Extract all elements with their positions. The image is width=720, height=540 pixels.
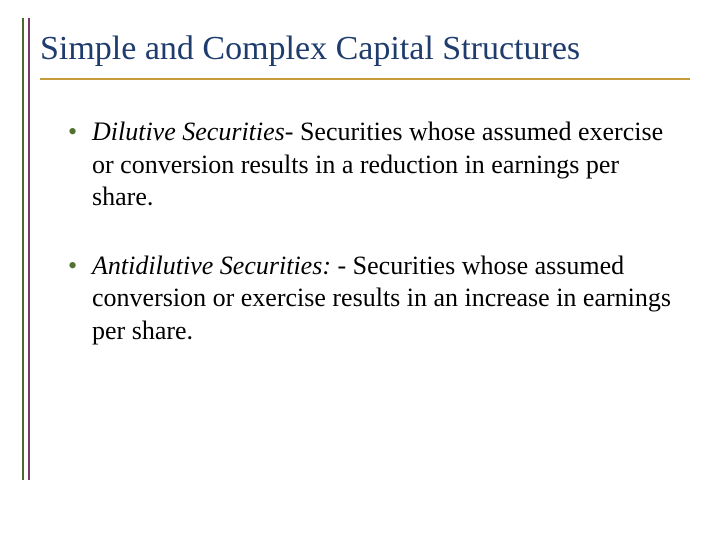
sep: - — [285, 117, 300, 146]
bullet-list: Dilutive Securities- Securities whose as… — [50, 116, 680, 347]
title-underline — [40, 78, 690, 80]
term: Dilutive Securities — [92, 117, 285, 146]
list-item: Antidilutive Securities: - Securities wh… — [68, 250, 680, 348]
slide-body: Simple and Complex Capital Structures Di… — [0, 0, 720, 423]
term: Antidilutive Securities: — [92, 251, 331, 280]
left-rule-outer — [22, 18, 24, 480]
slide-title: Simple and Complex Capital Structures — [40, 30, 680, 68]
left-rule-inner — [28, 18, 30, 480]
sep: - — [331, 251, 353, 280]
list-item: Dilutive Securities- Securities whose as… — [68, 116, 680, 214]
